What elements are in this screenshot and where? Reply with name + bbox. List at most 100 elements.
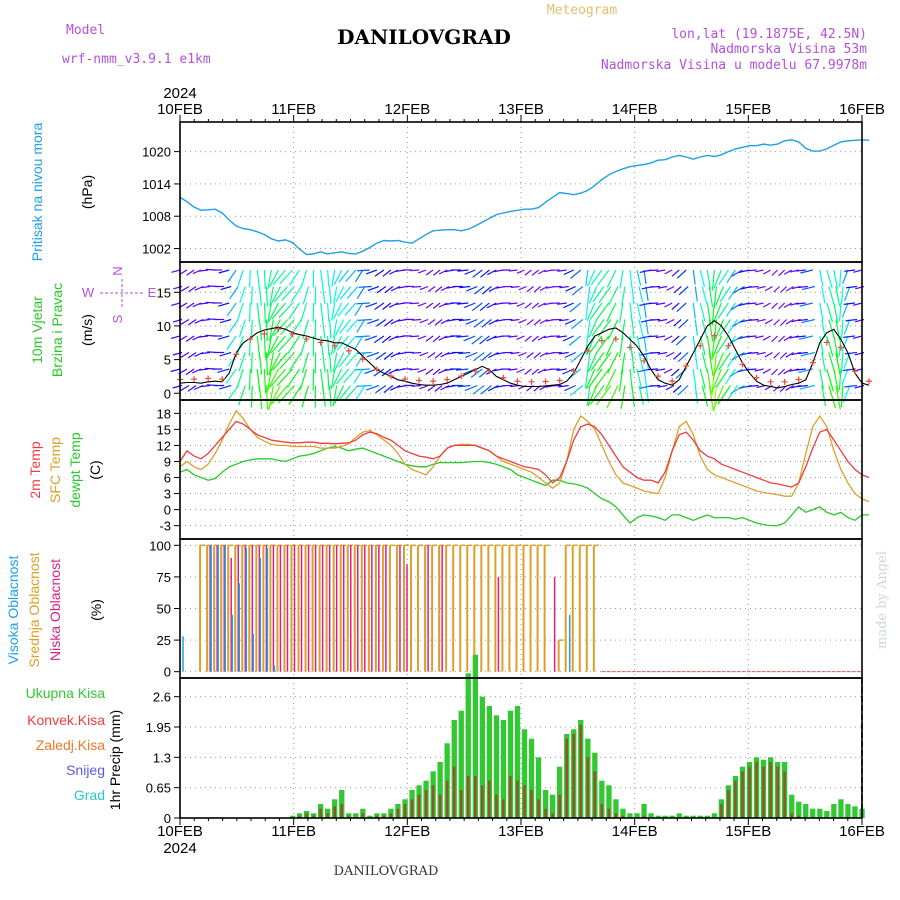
wind-barb [344,302,357,316]
wind-barb [559,285,569,289]
wind-barb [434,385,443,392]
wind-barb [533,286,541,293]
wind-speed-line [179,319,870,389]
wind-barb [585,269,589,286]
wind-barb [718,319,731,337]
wind-barb [590,352,605,371]
convective-precip-bar [298,815,301,818]
wind-barb [463,302,476,309]
wind-barb [715,286,724,306]
wind-barb [419,285,429,291]
wind-barb [762,335,771,341]
wind-barb [677,352,689,363]
wind-barb [432,335,441,343]
wind-gust-marker [373,366,380,373]
wind-barb [180,285,190,292]
y-tick-label: 2.6 [153,690,171,705]
total-precip-bar [437,762,443,818]
wind-barb [645,319,649,335]
wind-barb [657,318,668,322]
convective-precip-bar [431,785,435,818]
wind-barb [844,269,856,272]
date-label-bottom: 10FEB [157,823,203,840]
wind-barb [833,368,839,393]
wind-barb [649,384,661,387]
wind-barb [650,318,661,321]
wind-gust-marker [289,331,296,338]
wind-barb [287,335,301,354]
wind-barb [299,368,308,391]
wind-barb [417,335,427,340]
wind-barb [785,351,795,358]
wind-barb [471,335,483,345]
wind-gust-marker [866,378,873,385]
wind-barb [797,351,808,355]
wind-barb [288,385,303,406]
wind-barb [845,318,858,322]
wind-barb [746,368,757,371]
wind-gust-marker [626,344,633,351]
wind-barb [419,318,429,324]
wind-barb [526,286,534,293]
wind-barb [719,286,731,303]
date-label-top: 11FEB [271,101,316,118]
wind-barb [470,368,483,378]
wind-barb [596,352,612,372]
wind-gust-marker [233,351,240,358]
wind-gust-marker [781,378,788,385]
wind-barb [777,368,786,376]
wind-gust-marker [275,325,282,332]
wind-barb [200,285,211,289]
wind-barb [375,352,387,360]
wind-gust-marker [556,377,563,384]
date-label-top: 14FEB [612,101,658,118]
wind-barb [289,269,301,286]
wind-barb [258,286,262,306]
convective-precip-bar [389,813,393,818]
convective-precip-bar [797,815,800,818]
wind-barb [322,319,326,339]
wind-barb [838,368,842,391]
legend-total-rain: Ukupna Kisa [26,685,106,701]
wind-barb [335,286,345,303]
wind-barb [343,335,357,350]
wind-barb [327,269,330,287]
wind-barb [666,318,675,325]
wind-barb [331,302,336,321]
wind-barb [278,302,293,319]
wind-barb [801,285,815,291]
wind-barb [558,351,569,355]
wind-barb [844,351,858,355]
wind-gust-marker [387,373,394,380]
wind-barb [265,352,269,376]
wind-gust-marker [359,356,366,363]
wind-barb [726,385,738,402]
wind-barb [269,368,286,388]
convective-precip-bar [551,813,554,818]
convective-precip-bar [382,815,386,818]
total-precip-bar [444,743,450,818]
wind-barb [841,302,849,318]
wind-barb [487,384,499,392]
wind-barb [665,384,675,391]
wind-barb [198,368,209,371]
wind-barb [833,302,839,324]
y-tick-label: 0 [164,503,171,518]
wind-barb [508,302,518,305]
wind-barb [563,269,574,276]
wind-barb [728,286,738,300]
wind-barb [588,286,598,304]
wind-barb [795,302,806,305]
wind-barb [427,385,436,392]
wind-barb [647,368,659,371]
wind-gust-marker [416,377,423,384]
wind-barb [333,286,338,304]
wind-barb [267,335,279,357]
wind-barb [756,351,766,355]
wind-barb [419,351,429,357]
wind-barb [417,269,427,274]
wind-barb [465,318,478,325]
wind-barb [619,269,624,289]
total-precip-bar [620,808,626,818]
wind-barb [237,269,244,286]
